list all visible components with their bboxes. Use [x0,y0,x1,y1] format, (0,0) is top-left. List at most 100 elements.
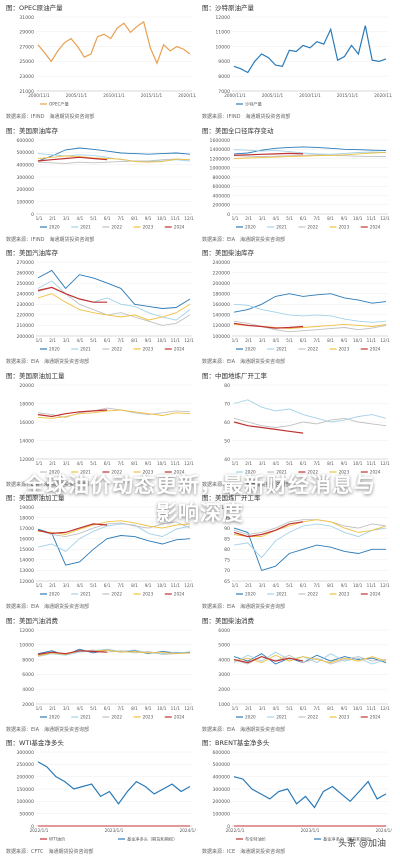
x-tick-label: 1/1 [36,706,43,711]
series-line-2 [37,408,108,417]
legend-label: 2024 [174,714,185,719]
x-tick-label: 12/1 [184,216,194,221]
chart-source: 数据来源：IFIND 海通期货投资咨询部 [6,114,95,120]
y-tick-label: 12000 [19,579,34,585]
chart-svg: 100 95 90 85 80 75 70 651/1 2/1 3/1 4/1 5/1 6/1 7/1 8/… [221,505,390,597]
series-line-3 [37,649,191,656]
y-tick-label: 500000 [16,150,34,156]
y-tick-label: 15000 [19,547,34,553]
legend-label: 2020 [245,224,256,229]
x-tick-label: 2015/11/1 [141,93,163,98]
legend-label: 2023 [339,347,350,352]
legend-label: 2022 [307,469,318,474]
y-tick-label: 19000 [19,505,34,511]
chart-panel-12: 图：WTI基金净多头 300000 250000 200000 150000 100000… [6,737,196,856]
y-tick-label: 31000 [19,15,34,21]
y-tick-label: 3000 [218,672,230,678]
x-tick-label: 10/1 [353,461,363,466]
legend-label: 2024 [174,224,185,229]
series-line-1 [37,648,191,657]
x-tick-label: 6/1 [300,216,307,221]
series-line-0 [37,407,191,418]
chart-panel-10: 图：美国汽油消费 12000 10000 8000 6000 4000 2000 1/1 2/1… [6,615,196,734]
y-tick-label: 29000 [19,30,34,36]
legend-label: 基金净多头（期货和期权） [127,836,177,843]
x-tick-label: 6/1 [104,338,111,343]
y-tick-label: 300000 [16,174,34,180]
y-tick-label: 17000 [19,526,34,532]
series-line-4 [37,523,108,535]
chart-title: 图：美国柴油库存 [202,249,254,257]
chart-panel-0: 图：OPEC原油产量 31000 29000 27000 25000 23000 21000… [6,2,196,121]
legend-label: 2023 [339,592,350,597]
y-tick-label: 8000 [22,657,34,663]
legend-label: 2021 [276,592,287,597]
x-tick-label: 1/1 [36,583,43,588]
y-tick-label: 250000 [16,762,34,768]
series-line-4 [37,286,108,303]
series-line-1 [233,303,387,323]
chart-source: 数据来源：EIA 海通期货投资咨询部 [6,359,90,365]
chart-panel-1: 图：沙特原油产量 12000 11000 10000 9000 8000 7000 2000/… [202,2,392,121]
x-tick-label: 3/1 [63,583,70,588]
x-tick-label: 4/1 [77,706,84,711]
y-tick-label: 0 [227,211,230,217]
y-tick-label: 1000 [218,701,230,707]
y-tick-label: 300000 [212,787,230,793]
legend-label: 基金净多头（期货和期权） [323,836,373,843]
y-tick-label: 240000 [16,292,34,298]
legend-label: 2023 [143,469,154,474]
y-tick-label: 14000 [19,438,34,444]
y-tick-label: 60 [224,419,230,425]
legend-label: 2020 [245,469,256,474]
legend-label: 2022 [111,714,122,719]
series-line-1 [233,523,387,559]
chart-source: 数据来源：EIA 海通期货投资咨询部 [202,359,286,365]
x-tick-label: 3/1 [259,461,266,466]
x-tick-label: 4/1 [273,461,280,466]
series-line-1 [37,280,191,321]
y-tick-label: 6000 [218,627,230,633]
y-tick-label: 1400000 [210,147,231,153]
y-tick-label: 120000 [212,323,230,329]
y-tick-label: 240000 [212,260,230,266]
chart-source: 数据来源：EIA 海通期货投资咨询部 [202,604,286,610]
x-tick-label: 6/1 [104,461,111,466]
y-tick-label: 220000 [212,270,230,276]
series-line-1 [233,776,387,809]
chart-title: 图：美国柴油消费 [202,616,254,625]
x-tick-label: 10/1 [157,216,167,221]
x-tick-label: 12/1 [184,338,194,343]
legend-label: 2022 [111,224,122,229]
x-tick-label: 9/1 [145,583,152,588]
x-tick-label: 10/1 [157,338,167,343]
x-tick-label: 8/1 [327,583,334,588]
legend-label: 2024 [370,469,381,474]
legend-label: 2022 [307,347,318,352]
x-tick-label: 11/1 [367,216,377,221]
x-tick-label: 12/1 [184,583,194,588]
y-tick-label: 23000 [19,74,34,80]
chart-title: 图：美国全口径库存变动 [202,126,274,135]
legend-label: 2021 [276,224,287,229]
y-tick-label: 18000 [19,515,34,521]
series-line-1 [233,148,387,155]
series-line-1 [37,523,191,552]
x-tick-label: 2005/11/1 [66,93,88,98]
chart-svg: 600000 500000 400000 300000 200000 100000 01/1… [16,137,194,229]
legend-label: 2024 [370,714,381,719]
series-line-0 [37,528,191,566]
y-tick-label: 4000 [22,687,34,693]
chart-source: 数据来源：EIA 海通期货投资咨询部 [6,726,90,733]
x-tick-label: 10/1 [157,583,167,588]
x-tick-label: 8/1 [131,706,138,711]
series-line-0 [233,25,387,74]
legend-label: OPEC产量 [49,101,69,108]
legend-label: 2022 [307,224,318,229]
y-tick-label: 8000 [218,74,230,80]
headline-overlay: 全球油价动态更新，最新财经消息与影响深度 [0,455,400,541]
x-tick-label: 8/1 [327,706,334,711]
